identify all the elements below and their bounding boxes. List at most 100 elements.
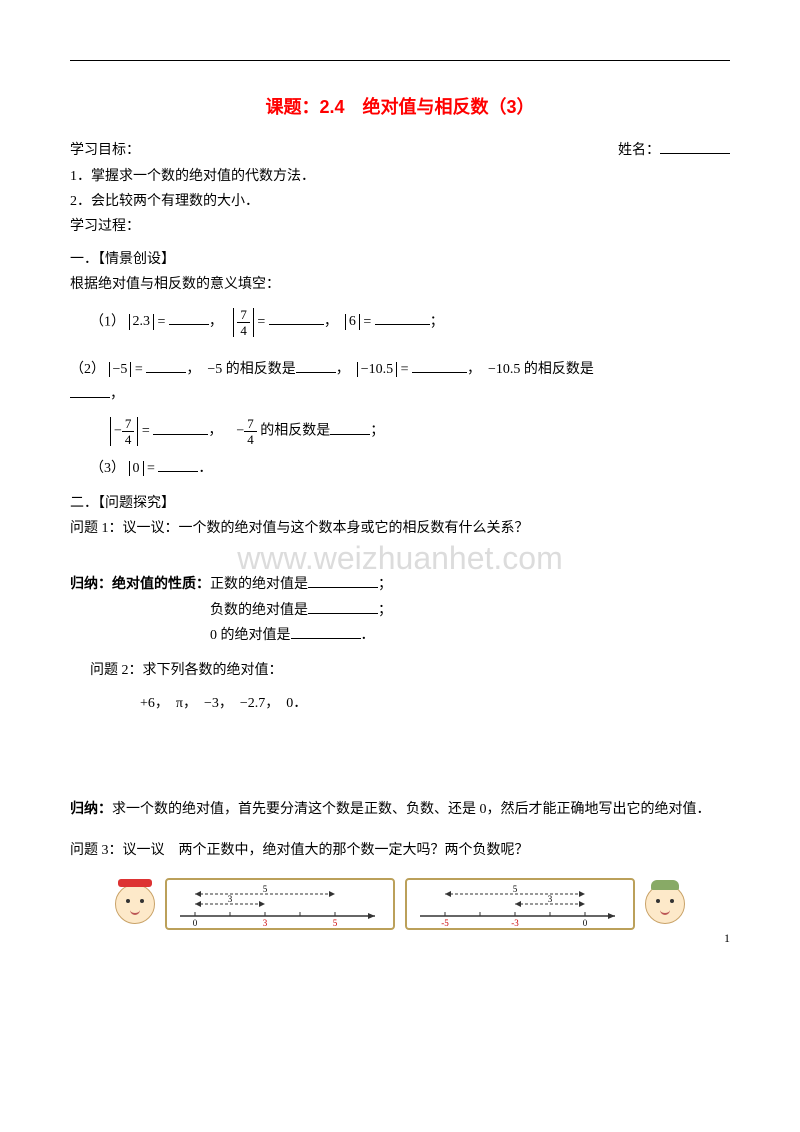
summary-3: 0 的绝对值是 ． xyxy=(210,623,730,648)
problem-2: 问题 2：求下列各数的绝对值： xyxy=(90,658,730,683)
den-4: 4 xyxy=(237,323,250,337)
q2-label: （2） xyxy=(70,362,105,377)
num-7b: 7 xyxy=(122,417,135,432)
abs-neg5: −5 xyxy=(109,362,132,377)
problem-1: 问题 1：议一议：一个数的绝对值与这个数本身或它的相反数有什么关系？ xyxy=(70,516,730,541)
goal-1: 1．掌握求一个数的绝对值的代数方法． xyxy=(70,164,730,189)
question-2-frac: −74 = ， −74 的相反数是； xyxy=(110,417,730,446)
lesson-title: 课题：2.4 绝对值与相反数（3） xyxy=(70,91,730,123)
abs-0: 0 xyxy=(129,461,144,476)
end1: ； xyxy=(430,314,444,329)
tick-5: 5 xyxy=(333,918,338,926)
blank-3a[interactable] xyxy=(158,457,198,472)
numberline-row: 0 3 5 5 3 xyxy=(70,878,730,930)
face-left-icon xyxy=(115,884,155,924)
question-2: （2） −5 = ， −5 的相反数是 ， −10.5 = ， −10.5 的相反… xyxy=(70,357,730,382)
abs-neg-7-4: −74 xyxy=(110,417,138,446)
text-opp-10.5: −10.5 的相反数是 xyxy=(488,362,594,377)
numberline-negative: -5 -3 0 5 3 xyxy=(405,878,635,930)
question-3: （3） 0 = ． xyxy=(90,456,730,481)
summary-label: 归纳：绝对值的性质： xyxy=(70,575,210,591)
eq5: = xyxy=(397,362,412,377)
blank-1c[interactable] xyxy=(375,310,430,325)
sep6: ， xyxy=(110,387,124,402)
question-1: （1） 2.3 = ， 74 = ， 6 = ； xyxy=(90,308,730,337)
end3: ． xyxy=(198,461,212,476)
eq7: = xyxy=(144,461,159,476)
val-neg10.5: −10.5 xyxy=(361,362,393,377)
label-5: 5 xyxy=(263,884,268,894)
eq6: = xyxy=(138,424,153,439)
blank-2d[interactable] xyxy=(70,383,110,398)
s2-text: 负数的绝对值是 xyxy=(210,603,308,618)
q3-label: （3） xyxy=(90,461,125,476)
sep5: ， xyxy=(467,362,481,377)
section-1-title: 一．【情景创设】 xyxy=(70,247,730,272)
frac-7-4: 74 xyxy=(237,308,250,337)
tick-0b: 0 xyxy=(583,918,588,926)
p3-label: 归纳： xyxy=(70,800,112,816)
name-blank[interactable] xyxy=(660,139,730,154)
q1-label: （1） xyxy=(90,314,125,329)
abs-2.3: 2.3 xyxy=(129,314,155,329)
goals-label: 学习目标： xyxy=(70,138,140,163)
val-6: 6 xyxy=(349,314,356,329)
sep4: ， xyxy=(336,362,350,377)
page-number: 1 xyxy=(724,928,730,950)
text-opp-5: −5 的相反数是 xyxy=(207,362,295,377)
top-rule xyxy=(70,60,730,61)
tick-n5: -5 xyxy=(441,918,449,926)
abs-7-4: 74 xyxy=(233,308,254,337)
eq3: = xyxy=(360,314,375,329)
blank-s3[interactable] xyxy=(291,624,361,639)
tick-n3: -3 xyxy=(511,918,519,926)
sep1: ， xyxy=(209,314,223,329)
tick-0: 0 xyxy=(193,918,198,926)
abs-neg10.5: −10.5 xyxy=(357,362,397,377)
process-label: 学习过程： xyxy=(70,214,730,239)
eq4: = xyxy=(131,362,146,377)
sep3: ， xyxy=(186,362,200,377)
blank-2c[interactable] xyxy=(412,358,467,373)
frac-7-4b: 74 xyxy=(122,417,135,446)
blank-2e[interactable] xyxy=(153,420,208,435)
summary-2: 负数的绝对值是 ； xyxy=(210,598,730,623)
blank-s2[interactable] xyxy=(308,599,378,614)
label-5b: 5 xyxy=(513,884,518,894)
val-0: 0 xyxy=(133,461,140,476)
numberline-positive: 0 3 5 5 3 xyxy=(165,878,395,930)
blank-s1[interactable] xyxy=(308,573,378,588)
val-2.3: 2.3 xyxy=(133,314,151,329)
s1-text: 正数的绝对值是 xyxy=(210,577,308,592)
sep2: ， xyxy=(324,314,338,329)
name-label: 姓名： xyxy=(618,143,660,158)
s2-end: ； xyxy=(378,603,392,618)
problem-2-nums: +6， π， −3， −2.7， 0． xyxy=(140,691,730,716)
eq1: = xyxy=(154,314,169,329)
question-2-cont: ， xyxy=(70,382,730,407)
blank-2a[interactable] xyxy=(146,358,186,373)
tick-3: 3 xyxy=(263,918,268,926)
summary-p3: 归纳：求一个数的绝对值，首先要分清这个数是正数、负数、还是 0，然后才能正确地写… xyxy=(70,796,730,822)
face-right-icon xyxy=(645,884,685,924)
summary-1: 归纳：绝对值的性质：正数的绝对值是 ； xyxy=(70,571,730,597)
neg-sign-2: − xyxy=(236,424,244,439)
neg-sign: − xyxy=(114,424,122,439)
goal-2: 2．会比较两个有理数的大小． xyxy=(70,189,730,214)
blank-1b[interactable] xyxy=(269,310,324,325)
num-7c: 7 xyxy=(244,417,257,432)
blank-2f[interactable] xyxy=(330,420,370,435)
blank-2b[interactable] xyxy=(296,358,336,373)
s3-text: 0 的绝对值是 xyxy=(210,628,291,643)
label-3: 3 xyxy=(228,894,233,904)
section-2-title: 二．【问题探究】 xyxy=(70,491,730,516)
end2: ； xyxy=(370,424,384,439)
intro-text: 根据绝对值与相反数的意义填空： xyxy=(70,272,730,297)
den-4b: 4 xyxy=(122,432,135,446)
eq2: = xyxy=(254,314,269,329)
s1-end: ； xyxy=(378,577,392,592)
label-3b: 3 xyxy=(548,894,553,904)
s3-end: ． xyxy=(361,628,375,643)
name-field: 姓名： xyxy=(618,138,730,163)
blank-1a[interactable] xyxy=(169,310,209,325)
